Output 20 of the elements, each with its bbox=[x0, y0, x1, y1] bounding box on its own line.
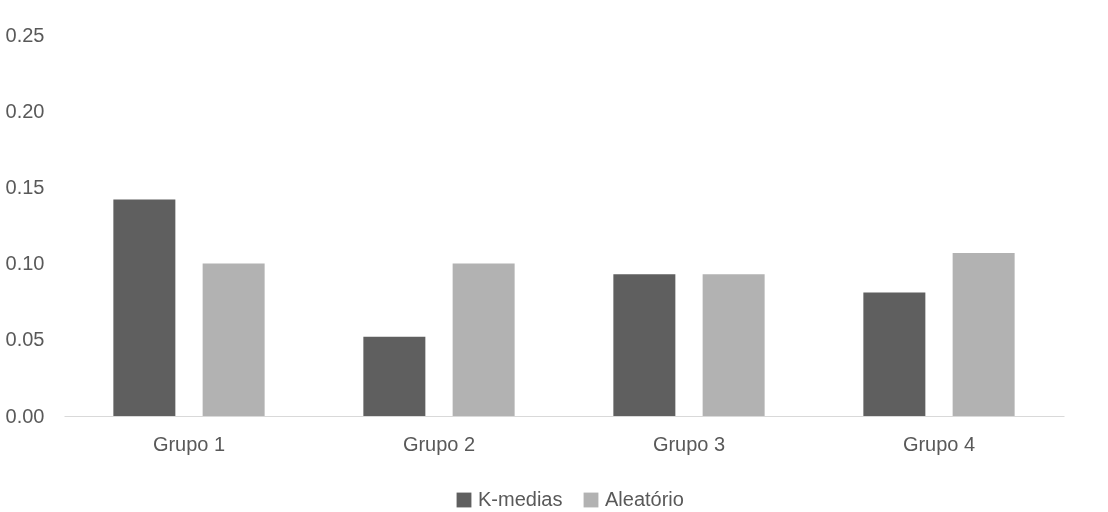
legend-label: K-medias bbox=[478, 488, 563, 510]
y-tick-label: 0.15 bbox=[5, 175, 45, 198]
y-tick-label: 0.10 bbox=[5, 252, 45, 275]
bar bbox=[202, 263, 265, 416]
x-tick-label: Grupo 2 bbox=[402, 432, 476, 455]
bar bbox=[452, 263, 515, 416]
bar bbox=[613, 274, 676, 416]
bar bbox=[702, 274, 765, 416]
y-tick-label: 0.00 bbox=[5, 404, 45, 427]
bar bbox=[113, 199, 176, 416]
x-tick-label: Grupo 3 bbox=[652, 432, 726, 455]
y-tick-label: 0.05 bbox=[5, 328, 45, 351]
x-tick-label: Grupo 1 bbox=[152, 432, 226, 455]
legend-label: Aleatório bbox=[605, 488, 684, 510]
y-tick-label: 0.25 bbox=[5, 23, 45, 46]
bar bbox=[863, 292, 926, 416]
x-tick-label: Grupo 4 bbox=[902, 432, 976, 455]
y-tick-label: 0.20 bbox=[5, 99, 45, 122]
bar bbox=[952, 252, 1015, 416]
bar bbox=[363, 336, 426, 416]
